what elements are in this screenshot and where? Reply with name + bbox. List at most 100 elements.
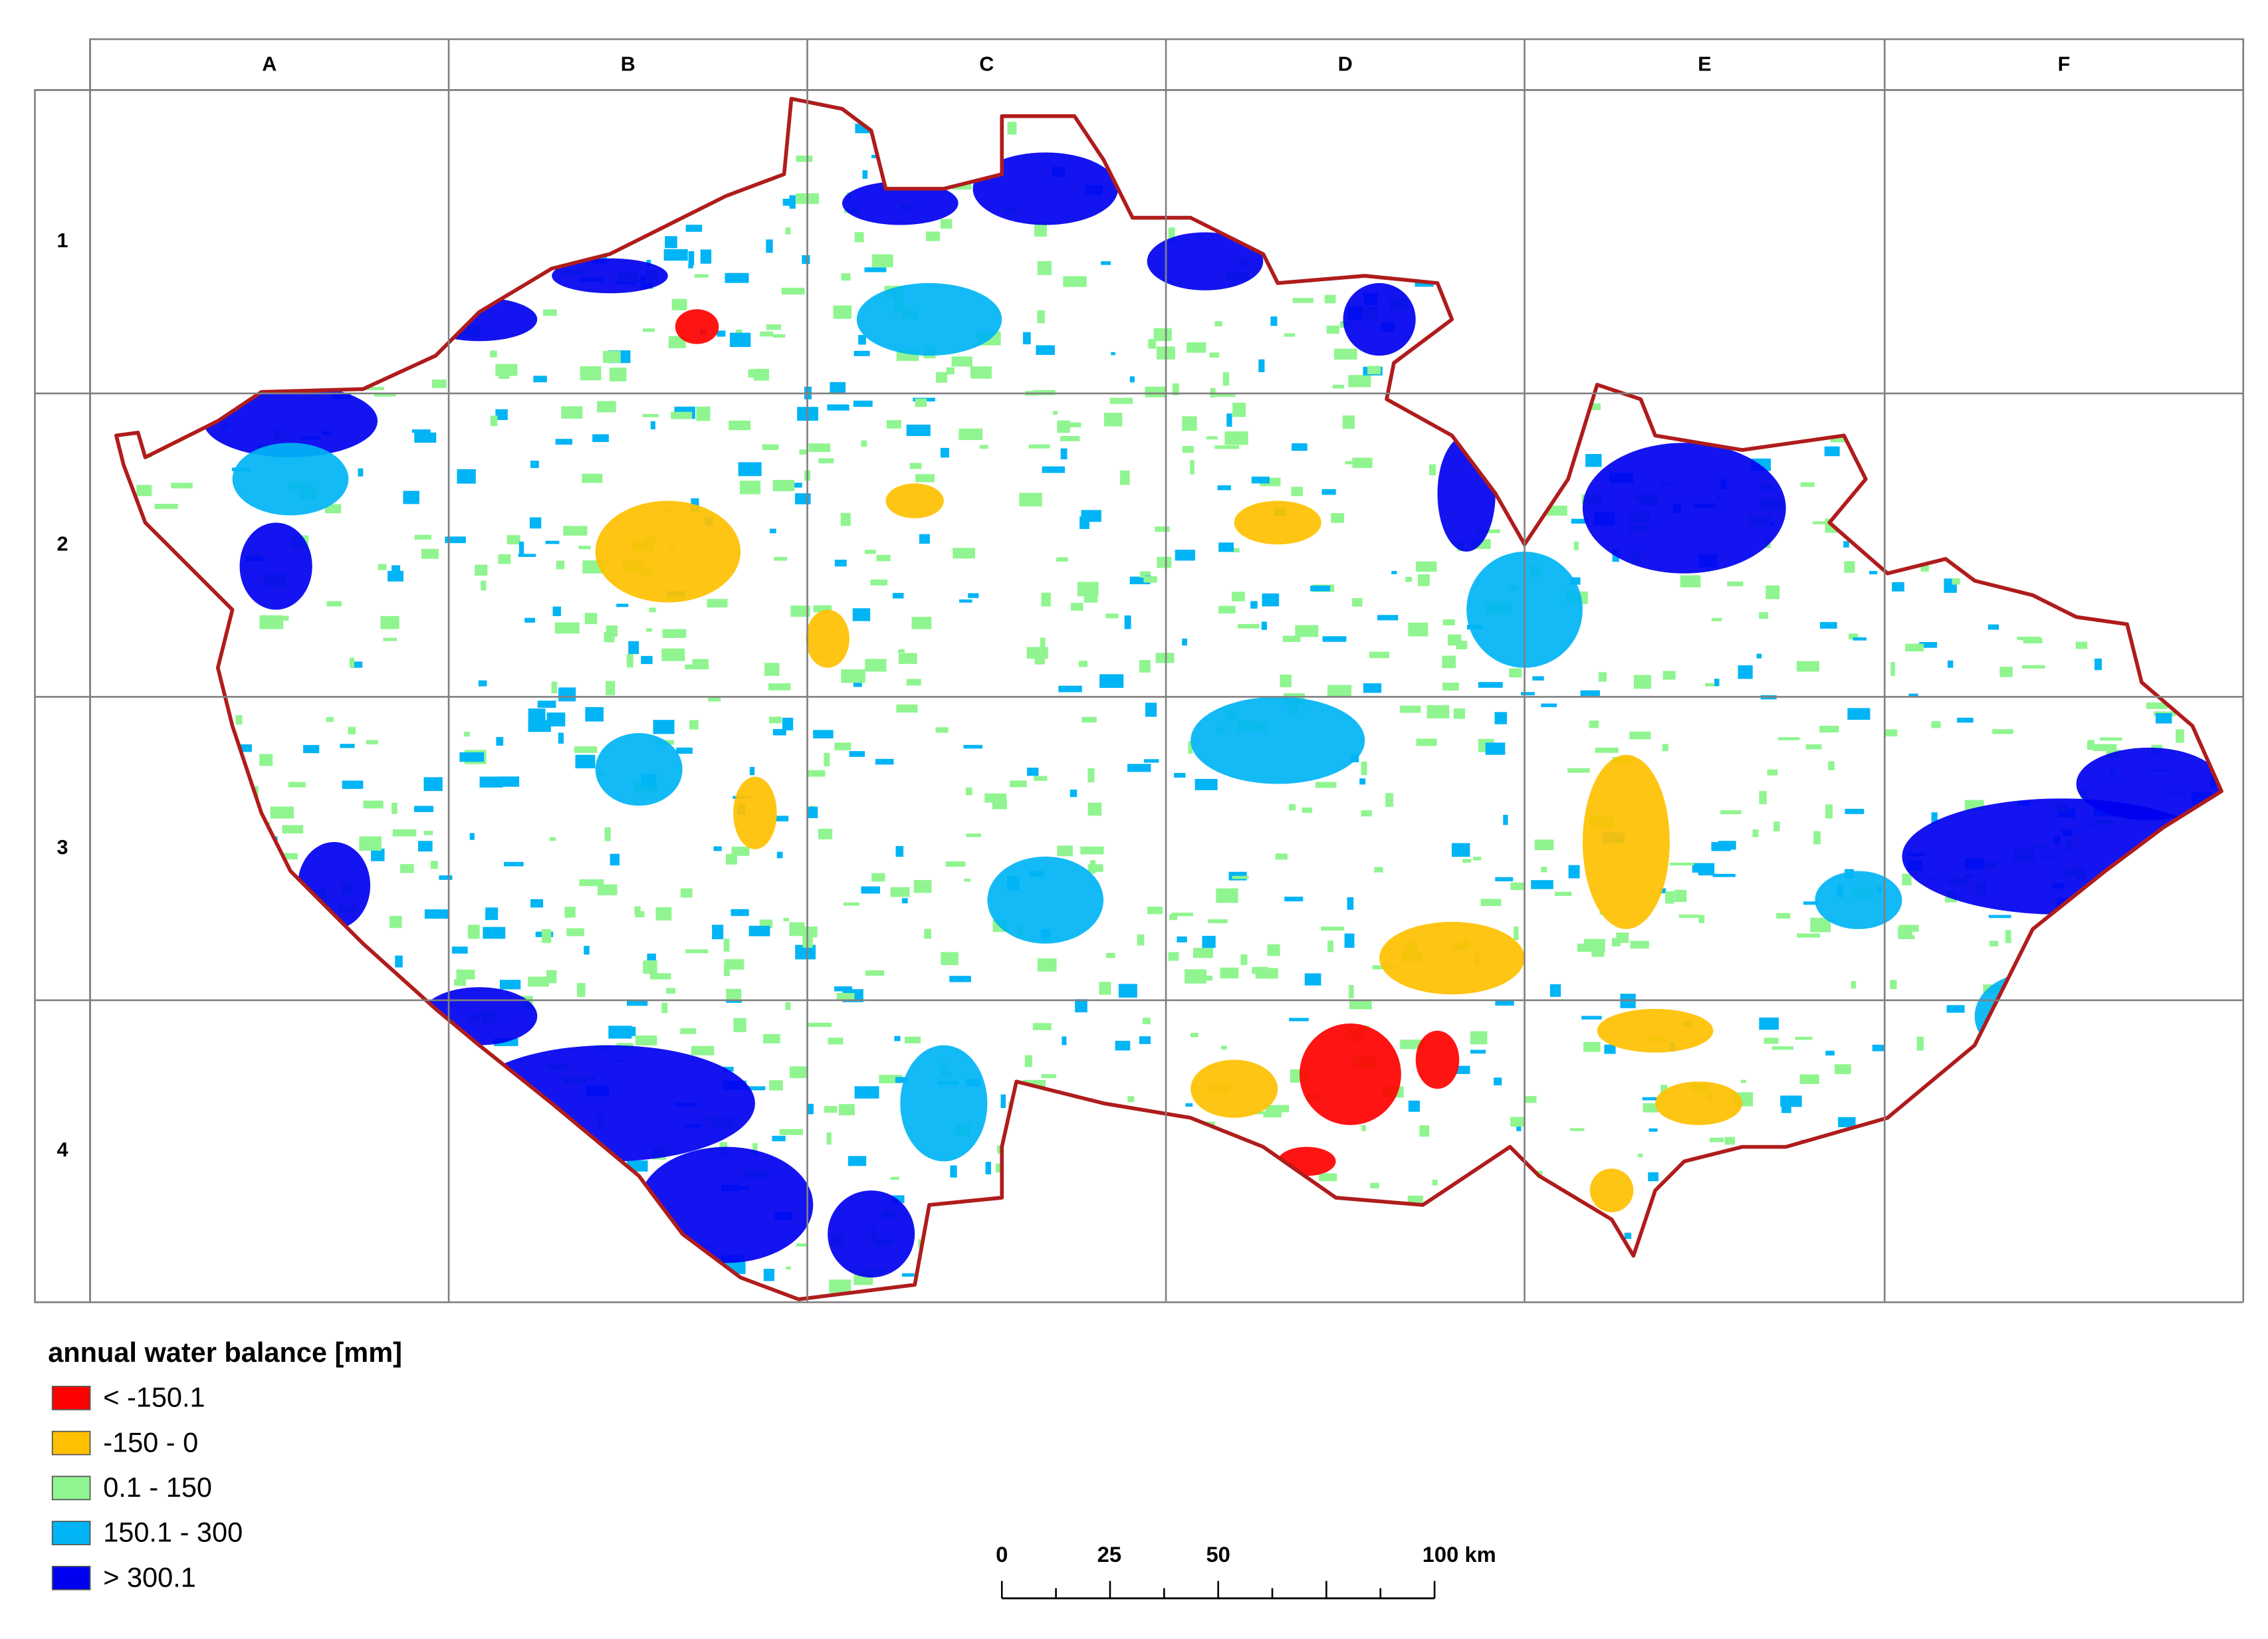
- map-region: [358, 468, 364, 477]
- map-region: [701, 106, 710, 120]
- map-region: [1034, 776, 1048, 781]
- map-region: [2099, 737, 2122, 741]
- map-region: [2087, 984, 2107, 998]
- map-region: [1514, 926, 1519, 940]
- map-region: [1583, 1041, 1601, 1052]
- map-region: [2065, 194, 2089, 209]
- map-region: [1890, 980, 1897, 990]
- map-region: [354, 1142, 364, 1154]
- map-region: [162, 427, 185, 437]
- map-region: [724, 964, 730, 976]
- map-region: [563, 526, 588, 536]
- map-region: [1712, 873, 1736, 877]
- map-region: [1555, 227, 1572, 237]
- map-region: [763, 1034, 780, 1043]
- map-region: [2196, 952, 2210, 960]
- map-region: [1250, 601, 1258, 609]
- map-region: [738, 462, 762, 477]
- map-region: [1374, 227, 1390, 232]
- map-region: [1646, 1218, 1664, 1226]
- map-region: [766, 239, 773, 253]
- map-region: [764, 663, 780, 676]
- map-region: [338, 331, 353, 344]
- map-region: [1359, 778, 1366, 785]
- map-region: [240, 939, 246, 950]
- map-region: [528, 976, 549, 987]
- map-region: [1275, 853, 1288, 860]
- map-region: [2164, 661, 2179, 675]
- map-region: [733, 1018, 746, 1032]
- map-region: [1165, 1175, 1190, 1189]
- map-region: [1914, 347, 1928, 354]
- map-region: [583, 1216, 592, 1231]
- map-region: [1780, 1095, 1802, 1107]
- map-region: [957, 1223, 979, 1238]
- map-region: [145, 845, 158, 857]
- map-region: [1409, 177, 1420, 186]
- map-region: [1934, 152, 1941, 157]
- row-label: 1: [57, 229, 68, 252]
- map-region: [779, 1129, 803, 1135]
- map-region: [1289, 1018, 1309, 1022]
- map-region: [1907, 1290, 1931, 1299]
- map-region: [1041, 592, 1051, 607]
- map-region: [592, 434, 609, 443]
- map-region: [694, 274, 709, 278]
- map-region: [671, 411, 693, 419]
- map-region: [691, 1045, 715, 1055]
- map-region: [1495, 877, 1514, 881]
- map-region: [172, 1174, 181, 1185]
- map-region: [247, 1006, 261, 1018]
- map-region: [829, 1279, 851, 1293]
- map-region: [424, 909, 449, 919]
- map-region: [1470, 1031, 1488, 1045]
- map-region: [2104, 191, 2112, 196]
- map-region: [561, 406, 583, 419]
- map-region: [774, 556, 788, 561]
- map-region: [1697, 1211, 1702, 1220]
- map-region: [616, 603, 629, 607]
- legend-swatch: [51, 1565, 91, 1590]
- map-region: [1404, 362, 1415, 376]
- map-region: [122, 657, 130, 672]
- map-region: [1894, 226, 1917, 230]
- map-region: [1191, 697, 1365, 784]
- map-region: [430, 1129, 441, 1137]
- map-region: [1078, 661, 1087, 667]
- map-region: [2078, 193, 2099, 208]
- map-region: [665, 211, 673, 217]
- map-region: [824, 752, 830, 766]
- map-region: [483, 283, 493, 292]
- map-region: [2128, 953, 2143, 958]
- map-region: [1304, 973, 1321, 986]
- map-region: [2136, 394, 2156, 403]
- map-region: [1481, 366, 1489, 377]
- map-region: [834, 560, 847, 567]
- map-region: [1099, 674, 1124, 688]
- map-region: [1658, 104, 1666, 110]
- map-region: [1234, 500, 1321, 545]
- map-region: [2003, 1094, 2013, 1099]
- map-region: [696, 406, 711, 421]
- map-region: [642, 413, 659, 417]
- map-region: [2106, 970, 2126, 979]
- map-region: [1902, 367, 1909, 376]
- map-region: [1385, 793, 1394, 808]
- map-region: [2165, 215, 2174, 227]
- map-region: [2156, 1108, 2177, 1115]
- map-region: [1208, 919, 1228, 924]
- map-region: [1432, 1179, 1438, 1186]
- map: [114, 96, 2223, 1301]
- map-region: [1882, 278, 1890, 289]
- map-region: [1819, 725, 1839, 733]
- map-region: [865, 659, 887, 672]
- map-region: [1220, 1045, 1227, 1050]
- map-region: [374, 392, 396, 397]
- map-region: [1494, 1077, 1502, 1085]
- map-region: [125, 223, 146, 233]
- map-region: [1813, 831, 1821, 845]
- map-region: [1191, 1059, 1278, 1118]
- map-region: [1174, 772, 1186, 778]
- map-region: [2151, 1154, 2160, 1158]
- map-region: [1778, 737, 1800, 740]
